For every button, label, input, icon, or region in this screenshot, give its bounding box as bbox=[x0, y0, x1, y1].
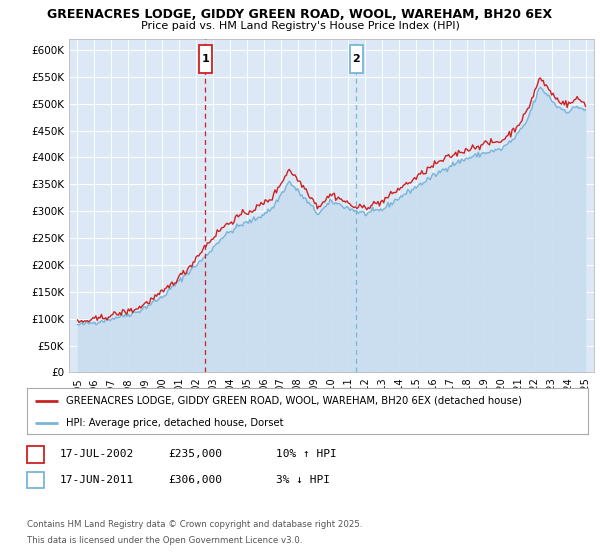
Text: 10% ↑ HPI: 10% ↑ HPI bbox=[276, 449, 337, 459]
Text: This data is licensed under the Open Government Licence v3.0.: This data is licensed under the Open Gov… bbox=[27, 536, 302, 545]
Text: Price paid vs. HM Land Registry's House Price Index (HPI): Price paid vs. HM Land Registry's House … bbox=[140, 21, 460, 31]
Text: £306,000: £306,000 bbox=[168, 475, 222, 485]
Text: 1: 1 bbox=[201, 54, 209, 64]
FancyBboxPatch shape bbox=[350, 45, 362, 73]
Text: GREENACRES LODGE, GIDDY GREEN ROAD, WOOL, WAREHAM, BH20 6EX (detached house): GREENACRES LODGE, GIDDY GREEN ROAD, WOOL… bbox=[66, 396, 522, 406]
Text: GREENACRES LODGE, GIDDY GREEN ROAD, WOOL, WAREHAM, BH20 6EX: GREENACRES LODGE, GIDDY GREEN ROAD, WOOL… bbox=[47, 8, 553, 21]
Text: HPI: Average price, detached house, Dorset: HPI: Average price, detached house, Dors… bbox=[66, 418, 284, 427]
Text: 17-JUL-2002: 17-JUL-2002 bbox=[60, 449, 134, 459]
Text: 1: 1 bbox=[32, 449, 39, 459]
Text: 3% ↓ HPI: 3% ↓ HPI bbox=[276, 475, 330, 485]
Text: 17-JUN-2011: 17-JUN-2011 bbox=[60, 475, 134, 485]
FancyBboxPatch shape bbox=[199, 45, 212, 73]
Text: 2: 2 bbox=[352, 54, 360, 64]
Text: Contains HM Land Registry data © Crown copyright and database right 2025.: Contains HM Land Registry data © Crown c… bbox=[27, 520, 362, 529]
Text: 2: 2 bbox=[32, 475, 39, 485]
Text: £235,000: £235,000 bbox=[168, 449, 222, 459]
